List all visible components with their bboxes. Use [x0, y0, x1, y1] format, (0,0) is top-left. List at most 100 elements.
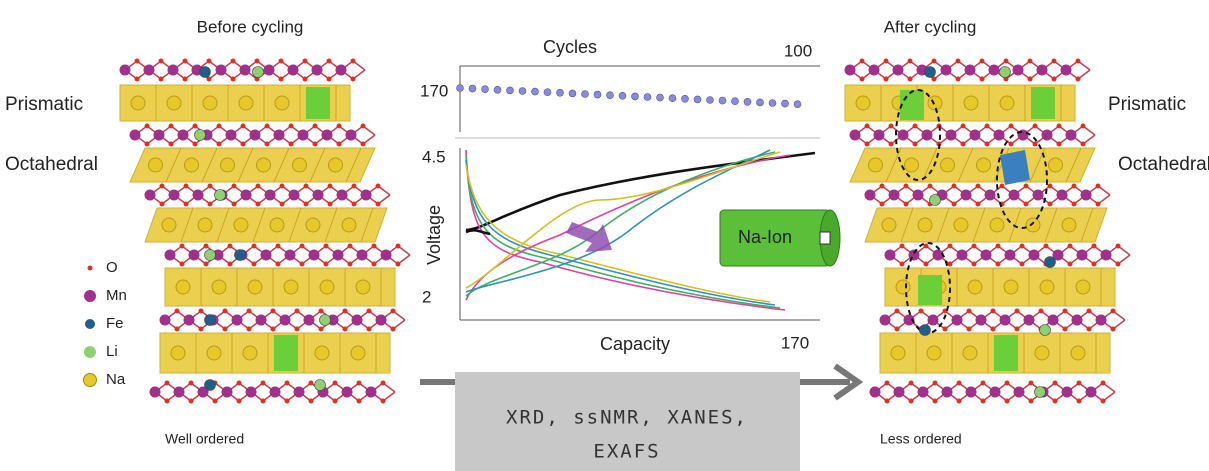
oxygen: [333, 381, 338, 386]
oxygen: [1048, 184, 1053, 189]
sodium: [284, 280, 298, 294]
oxygen: [991, 327, 996, 332]
sodium: [977, 158, 991, 172]
metal: [165, 250, 176, 261]
sodium: [905, 158, 919, 172]
oxygen: [300, 262, 305, 267]
oxygen: [372, 244, 377, 249]
metal: [357, 250, 368, 261]
oxygen: [1048, 202, 1053, 207]
oxygen: [367, 309, 372, 314]
oxygen: [895, 327, 900, 332]
oxygen: [1028, 59, 1033, 64]
oxygen: [337, 142, 342, 147]
metal: [169, 190, 180, 201]
oxygen: [961, 124, 966, 129]
oxygen: [333, 399, 338, 404]
oxygen: [889, 124, 894, 129]
oxygen: [193, 142, 198, 147]
metal: [870, 387, 881, 398]
cycle-dot: [594, 91, 601, 98]
oxygen: [396, 262, 401, 267]
oxygen: [159, 77, 164, 82]
prismatic-site: [994, 335, 1018, 371]
oxygen: [328, 184, 333, 189]
oxygen: [1092, 262, 1097, 267]
sodium: [248, 280, 262, 294]
oxygen: [1020, 262, 1025, 267]
metal: [966, 387, 977, 398]
oxygen: [327, 77, 332, 82]
metal: [160, 315, 171, 326]
oxygen: [904, 202, 909, 207]
metal: [184, 315, 195, 326]
oxygen: [972, 244, 977, 249]
oxygen: [961, 142, 966, 147]
metal: [1033, 190, 1044, 201]
oxygen: [1077, 381, 1082, 386]
oxygen: [1015, 309, 1020, 314]
oxygen: [976, 202, 981, 207]
oxygen: [213, 399, 218, 404]
metal: [893, 65, 904, 76]
oxygen: [981, 399, 986, 404]
sodium: [869, 158, 883, 172]
legend-swatch: [84, 374, 97, 387]
oxygen: [967, 309, 972, 314]
oxygen: [372, 262, 377, 267]
sodium: [963, 346, 977, 360]
metal: [985, 190, 996, 201]
oxygen: [1033, 124, 1038, 129]
sodium: [207, 346, 221, 360]
cycle-dot: [744, 98, 751, 105]
oxygen: [1101, 381, 1106, 386]
metal: [1066, 130, 1077, 141]
oxygen: [169, 142, 174, 147]
cycle-dot: [457, 85, 464, 92]
oxygen: [985, 142, 990, 147]
sodium: [306, 218, 320, 232]
oxygen: [160, 202, 165, 207]
cycle-dot: [719, 97, 726, 104]
metal: [1096, 315, 1107, 326]
oxygen: [976, 184, 981, 189]
oxygen: [996, 244, 1001, 249]
metal: [120, 65, 131, 76]
cycle-dot: [707, 97, 714, 104]
cycle-dot: [732, 98, 739, 105]
process: XRD, ssNMR, XANES, EXAFS: [420, 366, 858, 471]
oxygen: [1009, 124, 1014, 129]
metal: [976, 315, 987, 326]
oxygen: [1068, 244, 1073, 249]
oxygen: [865, 124, 870, 129]
metal: [240, 65, 251, 76]
oxygen: [165, 399, 170, 404]
cycle-dot: [769, 100, 776, 107]
oxygen: [948, 244, 953, 249]
metal: [274, 130, 285, 141]
oxygen: [352, 202, 357, 207]
cycle-dot: [507, 87, 514, 94]
oxygen: [304, 202, 309, 207]
oxygen: [1063, 327, 1068, 332]
tick-label: 170: [420, 81, 448, 100]
oxygen: [1029, 381, 1034, 386]
metal: [154, 130, 165, 141]
metal: [337, 190, 348, 201]
sodium: [198, 218, 212, 232]
dopant: [205, 380, 216, 391]
oxygen: [303, 77, 308, 82]
oxygen: [135, 77, 140, 82]
dopant: [1000, 67, 1011, 78]
metal: [941, 65, 952, 76]
sodium: [149, 158, 163, 172]
metal: [313, 190, 324, 201]
oxygen: [1063, 309, 1068, 314]
metal: [918, 387, 929, 398]
cycle-dot: [644, 94, 651, 101]
oxygen: [980, 59, 985, 64]
sodium: [927, 346, 941, 360]
oxygen: [889, 142, 894, 147]
oxygen: [908, 59, 913, 64]
oxygen: [943, 327, 948, 332]
